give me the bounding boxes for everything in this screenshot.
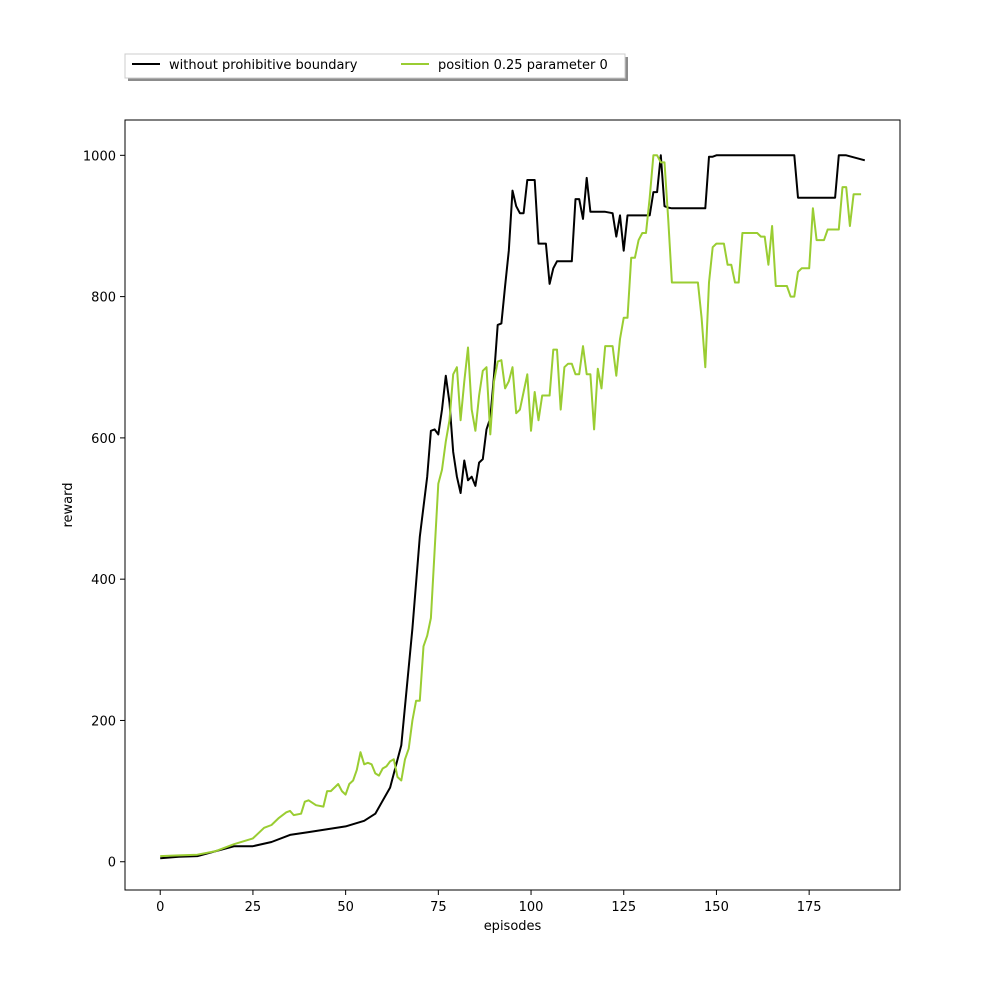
series-layer: [160, 154, 866, 860]
plot-area: 0 25 50 75 100 125 150 175 0 200 400 600 800 1000: [83, 119, 901, 915]
x-tick-label: 50: [337, 900, 354, 915]
x-tick-label: 175: [797, 900, 822, 915]
y-tick-label: 800: [91, 291, 116, 306]
y-axis: 0 200 400 600 800 1000: [83, 149, 125, 871]
y-tick-label: 0: [108, 856, 116, 871]
x-tick-label: 100: [519, 900, 544, 915]
y-tick-label: 200: [91, 714, 116, 729]
legend-label-series-2: position 0.25 parameter 0: [438, 58, 608, 73]
x-tick-label: 25: [245, 900, 262, 915]
series-line-2: [160, 154, 862, 858]
x-tick-label: 150: [704, 900, 729, 915]
legend-label-series-1: without prohibitive boundary: [169, 58, 358, 73]
x-axis: 0 25 50 75 100 125 150 175: [156, 890, 822, 915]
y-tick-label: 600: [91, 432, 116, 447]
plot-frame: [124, 119, 901, 891]
x-tick-label: 75: [430, 900, 447, 915]
series-line-1: [160, 154, 866, 860]
legend: without prohibitive boundary position 0.…: [124, 53, 628, 81]
legend-frame: [124, 53, 626, 79]
x-axis-label: episodes: [484, 919, 542, 934]
x-tick-label: 125: [611, 900, 636, 915]
y-tick-label: 1000: [83, 149, 116, 164]
x-tick-label: 0: [156, 900, 164, 915]
y-tick-label: 400: [91, 573, 116, 588]
y-axis-label: reward: [61, 482, 76, 527]
